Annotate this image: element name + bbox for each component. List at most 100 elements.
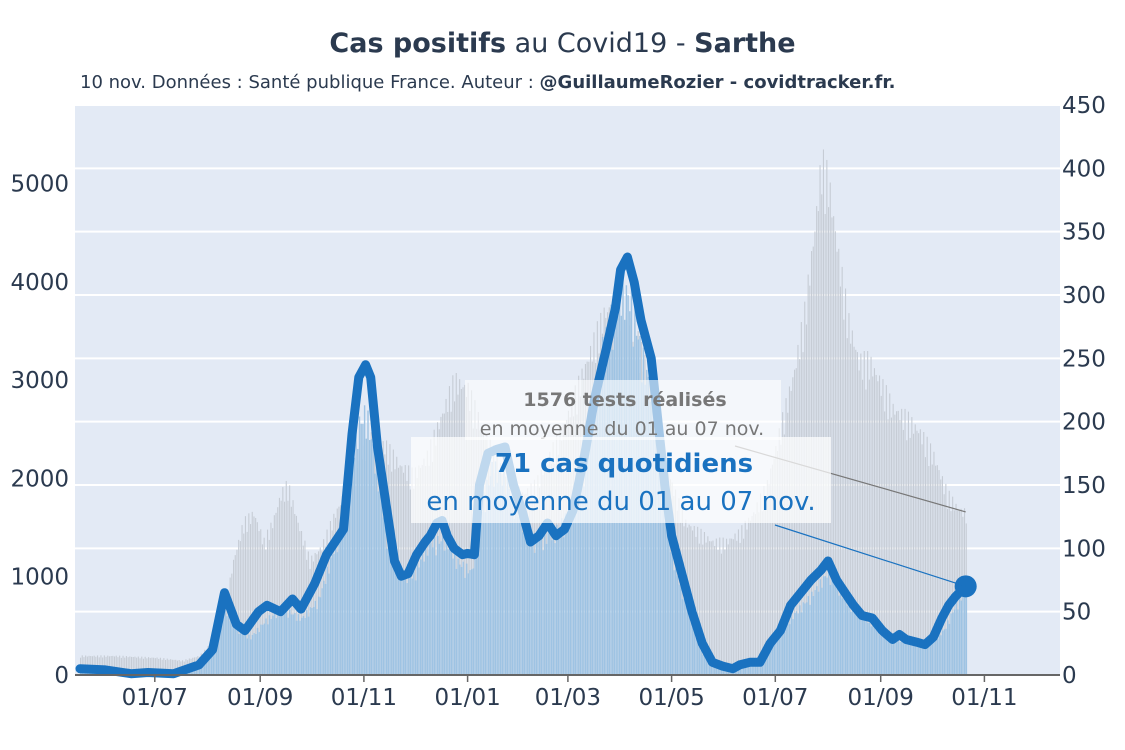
cases-bar: [668, 530, 670, 675]
tests-bar: [780, 444, 782, 675]
tests-bar: [838, 248, 840, 676]
tests-bar: [285, 480, 287, 675]
cases-bar: [340, 530, 342, 675]
cases-bar: [309, 607, 311, 675]
tests-bar: [112, 655, 114, 675]
cases-bar: [955, 601, 957, 675]
cases-bar: [855, 610, 857, 675]
cases-bar: [688, 607, 690, 675]
tests-bar: [255, 517, 257, 675]
tests-bar: [884, 411, 886, 675]
cases-bar: [459, 564, 461, 675]
cases-bar: [794, 613, 796, 675]
cases-bar: [431, 547, 434, 675]
tests-bar: [132, 656, 134, 675]
cases-bar: [909, 639, 911, 675]
cases-bar: [647, 376, 650, 675]
cases-bar: [307, 616, 310, 675]
cases-bar: [644, 384, 646, 675]
tests-bar: [931, 464, 933, 675]
cases-bar: [382, 517, 384, 675]
tests-bar: [151, 657, 153, 675]
cases-bar: [455, 568, 458, 675]
tests-bar: [239, 541, 241, 675]
cases-bar: [816, 586, 818, 675]
tests-bar: [792, 377, 794, 675]
cases-bar: [248, 634, 250, 675]
cases-bar: [338, 527, 340, 675]
cases-bar: [812, 596, 815, 675]
cases-bar: [433, 536, 435, 675]
cases-bar: [586, 454, 588, 675]
cases-bar: [880, 629, 883, 675]
tests-bar: [460, 388, 462, 675]
cases-bar: [224, 607, 226, 675]
tests-bar: [773, 458, 775, 675]
cases-bar: [591, 435, 594, 675]
tests-bar: [705, 542, 707, 675]
cases-bar: [845, 598, 847, 675]
cases-bar: [297, 614, 299, 675]
cases-bar: [343, 511, 345, 675]
tests-bar: [787, 412, 789, 675]
cases-bar: [523, 518, 526, 675]
cases-bar: [324, 583, 327, 675]
tests-bar: [890, 417, 892, 675]
cases-bar: [426, 555, 429, 675]
cases-bar: [828, 567, 830, 675]
cases-bar: [562, 537, 565, 675]
cases-bar: [792, 619, 794, 675]
tests-bar: [287, 500, 289, 675]
cases-bar: [709, 657, 711, 675]
cases-bar: [584, 448, 587, 675]
cases-bar: [850, 611, 852, 675]
tests-bar: [749, 520, 751, 675]
cases-bar: [384, 516, 386, 675]
tests-bar: [906, 440, 908, 675]
right-axis-ticks: 0 50 100 150 200 250 300 350 400 450: [1062, 93, 1106, 689]
tests-bar: [175, 659, 177, 675]
cases-bar: [515, 498, 517, 675]
tests-bar: [748, 517, 750, 675]
cases-bar: [545, 543, 548, 675]
tests-bar: [846, 338, 848, 675]
cases-bar: [848, 601, 850, 675]
tests-bar: [284, 501, 286, 675]
subtitle-author: @GuillaumeRozier - covidtracker.fr.: [539, 72, 896, 93]
subtitle-text: 10 nov. Données : Santé publique France.…: [80, 72, 540, 93]
cases-bar: [556, 524, 558, 675]
cases-bar: [814, 590, 816, 675]
cases-bar: [899, 642, 901, 675]
tests-bar: [100, 655, 102, 675]
tests-bar: [275, 512, 277, 675]
cases-bar: [360, 423, 362, 675]
tests-bar: [821, 194, 823, 675]
cases-bar: [914, 641, 917, 675]
cases-bar: [244, 632, 247, 675]
cases-bar: [595, 404, 597, 675]
tests-bar: [785, 398, 787, 675]
cases-bar: [775, 635, 777, 675]
tests-bar: [841, 266, 843, 675]
tests-annotation-period: en moyenne du 01 au 07 nov.: [480, 418, 764, 440]
cases-bar: [705, 655, 707, 675]
tests-bar: [734, 533, 736, 675]
cases-bar: [438, 543, 441, 675]
cases-bar: [421, 553, 424, 675]
cases-bar: [484, 512, 486, 675]
tests-bar: [282, 487, 284, 675]
title-bold-1: Cas positifs: [329, 28, 507, 59]
cases-bar: [513, 518, 515, 675]
cases-bar: [396, 557, 398, 675]
cases-bar: [243, 633, 245, 675]
cases-bar: [454, 550, 456, 675]
tests-bar: [936, 465, 938, 675]
tests-bar: [124, 657, 126, 675]
cases-bar: [943, 629, 945, 675]
tests-bar: [256, 522, 258, 675]
cases-bar: [329, 557, 332, 675]
cases-bar: [566, 524, 568, 675]
tests-bar: [258, 531, 260, 675]
tests-bar: [855, 349, 857, 675]
cases-bar: [773, 636, 775, 675]
